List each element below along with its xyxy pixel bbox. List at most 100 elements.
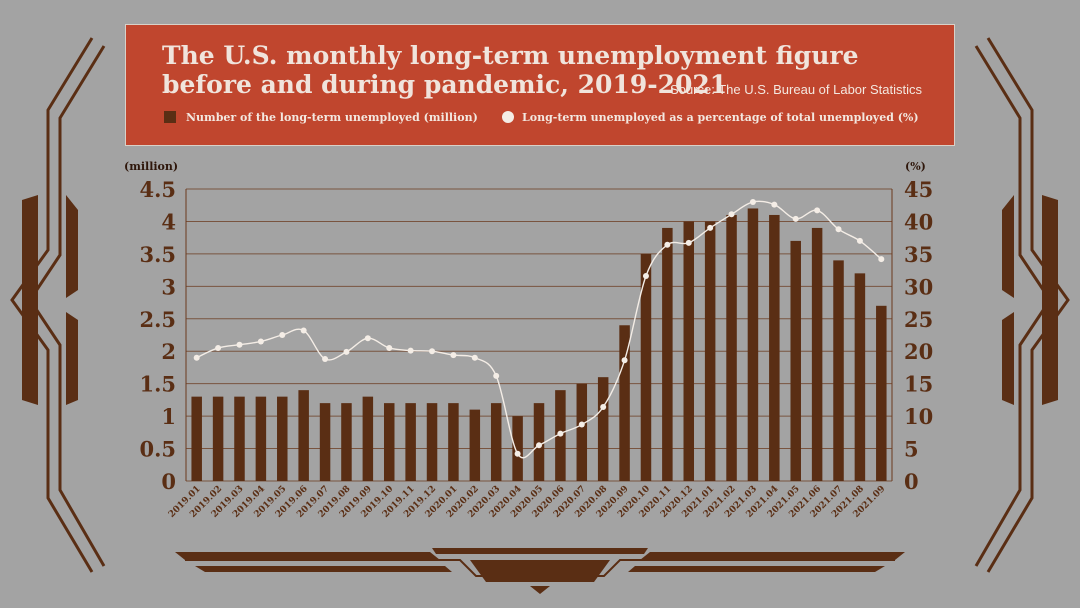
bar xyxy=(405,403,416,481)
bar xyxy=(448,403,459,481)
bar xyxy=(640,253,652,481)
line-point xyxy=(814,207,821,214)
bar xyxy=(576,383,588,481)
line-point xyxy=(728,211,735,218)
bar xyxy=(790,240,801,481)
y-left-tick-label: 0 xyxy=(161,469,176,494)
legend-swatch-bar xyxy=(164,111,176,123)
line-point xyxy=(493,372,500,379)
legend-item-line: Long-term unemployed as a percentage of … xyxy=(502,111,919,124)
line-point xyxy=(749,198,756,205)
bar xyxy=(854,273,866,481)
y-right-tick-label: 0 xyxy=(904,469,919,494)
y-left-tick-label: 2.5 xyxy=(139,307,176,332)
line-point xyxy=(707,224,714,231)
line-point xyxy=(514,450,521,457)
line-point xyxy=(322,356,329,363)
bar xyxy=(469,409,481,481)
y-left-tick-label: 3.5 xyxy=(139,242,176,267)
y-axis-right: 0 5 10 15 20 25 30 35 40 45 xyxy=(904,177,933,494)
bar xyxy=(769,214,780,481)
legend-label-line: Long-term unemployed as a percentage of … xyxy=(522,111,919,124)
y-right-tick-label: 25 xyxy=(904,307,933,332)
line-point xyxy=(600,404,607,411)
line-point xyxy=(878,256,885,263)
line-point xyxy=(856,237,863,244)
line-point xyxy=(300,327,307,334)
legend-swatch-dot xyxy=(502,111,514,123)
y-left-tick-label: 1.5 xyxy=(139,372,176,397)
y-left-tick-label: 4.5 xyxy=(139,177,176,202)
bar xyxy=(490,403,502,481)
title-banner: The U.S. monthly long-term unemployment … xyxy=(125,24,955,146)
bottom-ornament xyxy=(175,548,905,594)
bar-series xyxy=(191,208,887,481)
y-right-tick-label: 5 xyxy=(904,437,919,462)
line-point xyxy=(642,272,649,279)
bottom-ornament-line xyxy=(185,559,895,577)
bar xyxy=(512,416,523,481)
line-point xyxy=(450,352,457,359)
y-left-tick-label: 0.5 xyxy=(139,437,176,462)
y-right-tick-label: 15 xyxy=(904,372,933,397)
y-left-tick-label: 4 xyxy=(161,209,176,234)
bar xyxy=(833,260,844,481)
right-ornament-fill xyxy=(1002,195,1058,405)
line-point xyxy=(364,335,371,342)
y-left-unit: (million) xyxy=(124,160,179,173)
line-point xyxy=(257,338,264,345)
legend-item-bars: Number of the long-term unemployed (mill… xyxy=(164,111,478,124)
bar xyxy=(704,221,716,481)
bar xyxy=(662,227,673,481)
line-point xyxy=(279,332,286,338)
bar xyxy=(191,396,202,481)
y-right-tick-label: 35 xyxy=(904,242,933,267)
line-point xyxy=(792,215,799,222)
y-left-tick-label: 1 xyxy=(161,404,176,429)
bar xyxy=(619,325,630,481)
bar xyxy=(597,377,609,481)
y-axis-left: 0 0.5 1 1.5 2 2.5 3 3.5 4 4.5 xyxy=(139,177,176,494)
bar xyxy=(277,396,288,481)
y-right-tick-label: 20 xyxy=(904,339,933,364)
bar xyxy=(298,390,309,481)
line-point xyxy=(536,442,542,449)
y-right-tick-label: 45 xyxy=(904,177,933,202)
bar xyxy=(212,396,224,481)
x-axis: 2019.012019.022019.032019.042019.052019.… xyxy=(167,484,887,520)
line-point xyxy=(343,348,350,355)
bar xyxy=(533,403,545,481)
line-series xyxy=(193,198,885,459)
bar xyxy=(362,396,374,481)
bar xyxy=(876,305,887,481)
line-point xyxy=(621,357,628,364)
bar xyxy=(383,403,395,481)
line-point xyxy=(664,241,671,248)
y-left-tick-label: 2 xyxy=(161,339,176,364)
bar xyxy=(255,396,267,481)
line-point xyxy=(215,344,222,351)
line-point xyxy=(771,201,778,208)
line-point xyxy=(236,341,243,348)
line-point xyxy=(685,239,692,246)
line-point xyxy=(407,347,414,354)
line-point xyxy=(193,354,200,361)
chart-title: The U.S. monthly long-term unemployment … xyxy=(162,41,859,99)
y-right-tick-label: 40 xyxy=(904,209,933,234)
bar xyxy=(683,221,695,481)
bar xyxy=(319,403,331,481)
line-point xyxy=(471,354,478,361)
y-left-tick-label: 3 xyxy=(161,274,176,299)
line-point xyxy=(835,226,842,233)
line-point xyxy=(557,430,564,437)
y-right-tick-label: 10 xyxy=(904,404,933,429)
line-point xyxy=(578,421,585,428)
line-point xyxy=(386,344,393,351)
bar xyxy=(726,214,737,481)
legend-label-bars: Number of the long-term unemployed (mill… xyxy=(186,111,478,124)
y-right-tick-label: 30 xyxy=(904,274,933,299)
bar xyxy=(747,208,759,481)
line-point xyxy=(429,348,436,355)
bar xyxy=(234,396,245,481)
